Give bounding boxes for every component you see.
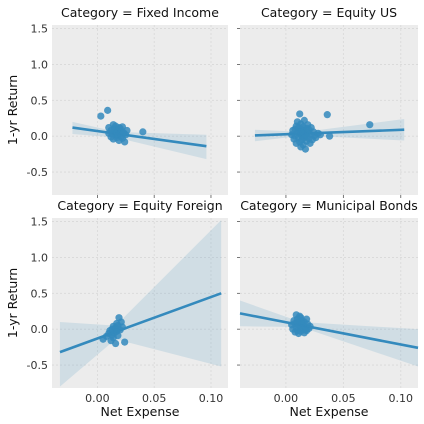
y-tick-label: 1.5 (31, 216, 49, 229)
data-point (303, 132, 311, 140)
data-point (297, 314, 305, 322)
y-tick-label: 1.0 (31, 251, 49, 264)
data-point (121, 338, 129, 346)
panel-title-municipal-bonds: Category = Municipal Bonds (240, 198, 418, 213)
panel-background-municipal-bonds (240, 218, 418, 388)
data-point (121, 138, 129, 146)
data-point (293, 319, 302, 327)
data-point (123, 126, 131, 135)
panel-title-equity-us: Category = Equity US (261, 5, 397, 20)
panel-background-equity-foreign (52, 218, 228, 388)
y-tick-label: 1.5 (31, 23, 49, 36)
panel-title-equity-foreign: Category = Equity Foreign (57, 198, 222, 213)
x-tick-label: 0.00 (85, 392, 110, 405)
y-axis-label: 1-yr Return (5, 268, 20, 338)
x-axis-label: Net Expense (101, 404, 180, 419)
y-axis-label: 1-yr Return (5, 75, 20, 145)
data-point (301, 326, 310, 334)
data-point (323, 111, 331, 119)
data-point (301, 145, 310, 153)
panel-title-fixed-income: Category = Fixed Income (61, 5, 219, 20)
x-tick-label: 0.05 (331, 392, 356, 405)
y-tick-label: 0.0 (31, 323, 49, 336)
x-tick-label: 0.10 (389, 392, 414, 405)
regression-line-fixed-income (72, 126, 207, 148)
data-point (118, 323, 126, 331)
data-point (111, 339, 120, 348)
regression-line-municipal-bonds (239, 312, 419, 350)
x-tick-label: 0.00 (274, 392, 299, 405)
data-point (366, 121, 374, 129)
data-point (104, 106, 112, 114)
y-tick-label: 0.5 (31, 94, 49, 107)
confidence-band-equity-foreign (59, 220, 222, 387)
regression-line-equity-foreign (59, 292, 222, 354)
data-point (296, 110, 304, 118)
data-point (139, 128, 147, 136)
confidence-band-municipal-bonds (240, 300, 418, 367)
y-tick-label: 0.0 (31, 130, 49, 143)
y-tick-label: -0.5 (27, 166, 48, 179)
panel-background-fixed-income (52, 25, 228, 195)
data-point (325, 132, 334, 140)
x-axis-label: Net Expense (290, 404, 369, 419)
y-tick-label: -0.5 (27, 359, 48, 372)
panel-background-equity-us (240, 25, 418, 195)
data-point (105, 129, 113, 137)
x-tick-label: 0.05 (142, 392, 167, 405)
data-point (316, 131, 324, 139)
data-point (114, 332, 122, 340)
y-tick-label: 1.0 (31, 58, 49, 71)
x-tick-label: 0.10 (199, 392, 224, 405)
data-point (297, 128, 305, 136)
data-point (97, 112, 105, 120)
y-tick-label: 0.5 (31, 287, 49, 300)
